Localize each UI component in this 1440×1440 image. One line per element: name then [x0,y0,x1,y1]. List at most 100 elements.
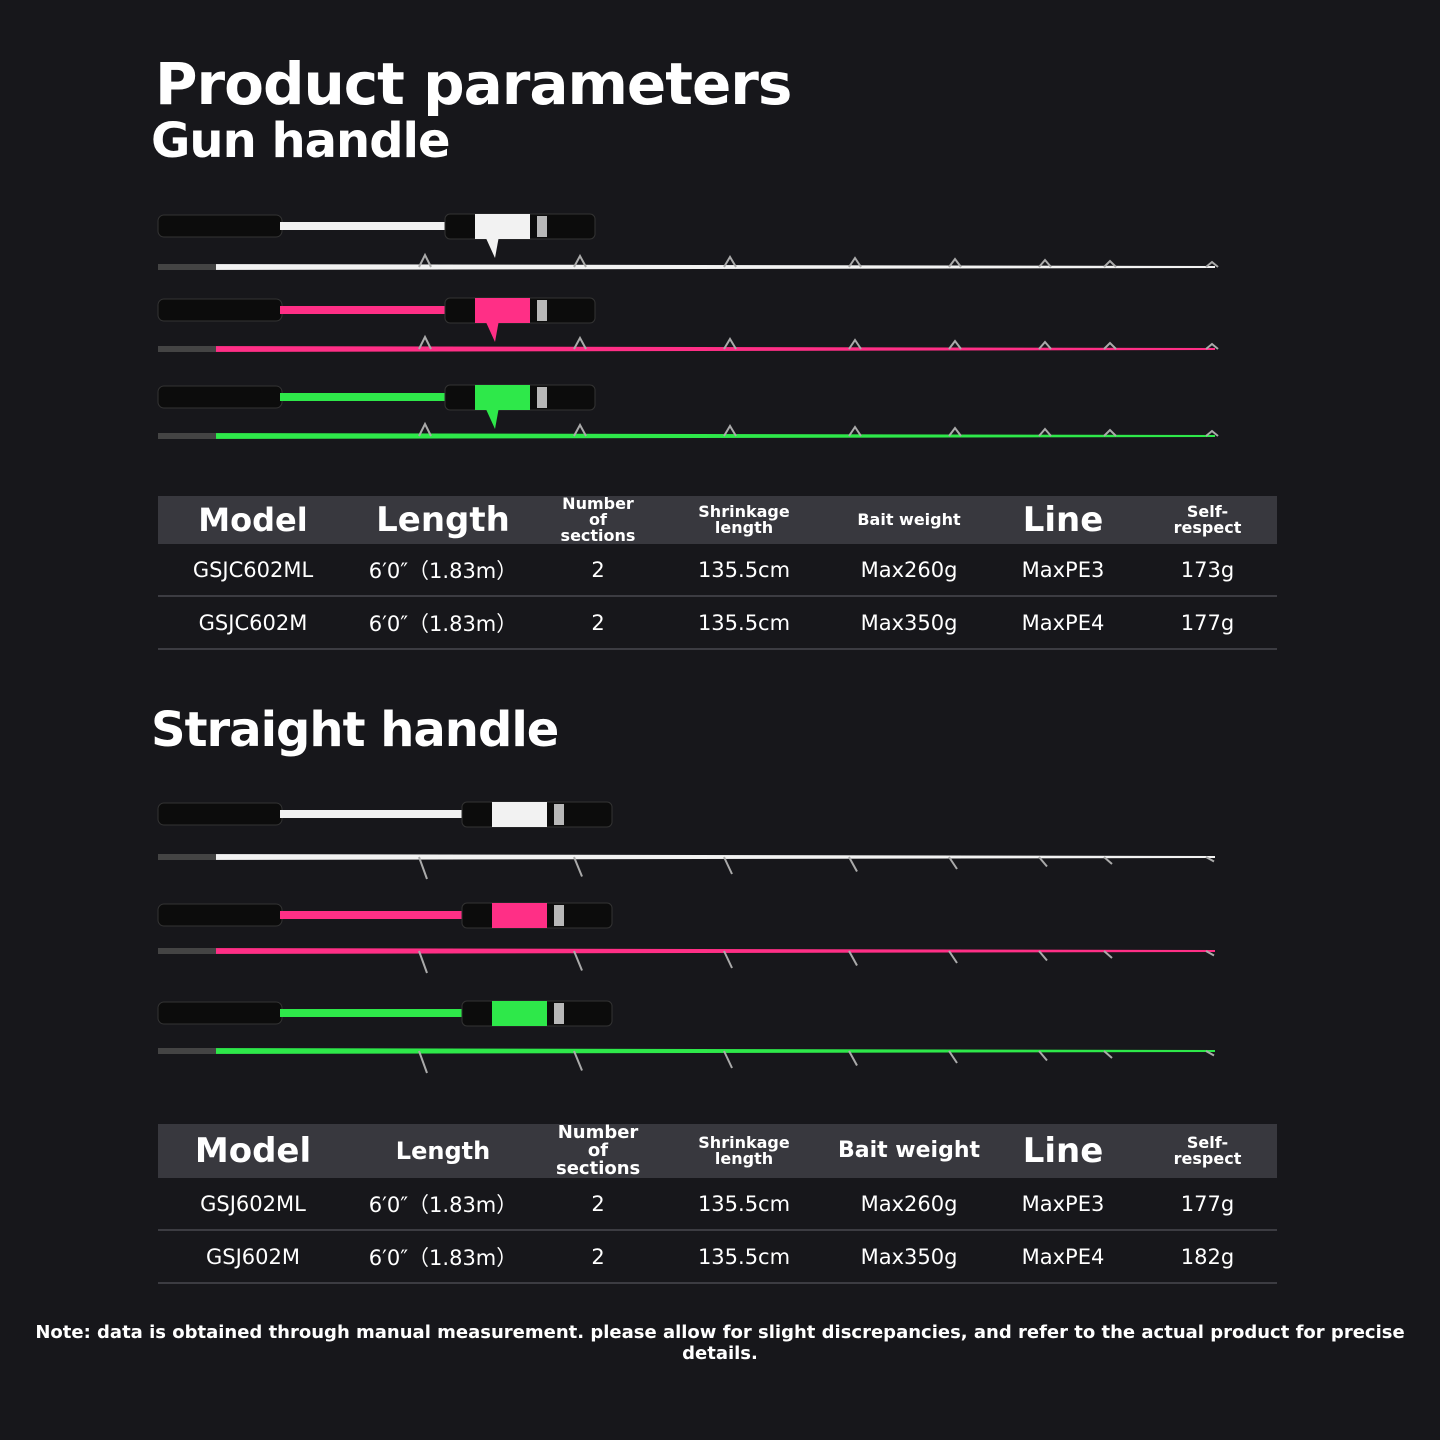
blank [160,433,1215,439]
table-cell: 135.5cm [658,544,830,597]
guide [948,339,962,350]
table-cell: Max350g [830,596,988,650]
handle-blank [280,911,470,919]
table-cell: 2 [538,544,658,597]
handle-blank [280,393,470,401]
guide [573,856,583,877]
rod [157,902,1215,974]
reel-seat [492,1001,547,1026]
blank [160,264,1215,270]
guide [1205,429,1219,437]
table-cell: 2 [538,1230,658,1284]
table-cell: 2 [538,596,658,650]
guide [573,253,587,268]
butt [158,1048,216,1054]
table-cell: Max350g [830,1230,988,1284]
guide [1038,1050,1048,1062]
rod [157,297,1219,352]
guide [848,256,862,268]
table-cell: 2 [538,1178,658,1231]
reel-seat [492,802,547,827]
guide [1038,950,1048,962]
rear-grip [157,214,283,238]
guide [1038,258,1052,268]
guide [573,1050,583,1071]
guide [573,422,587,437]
blank [160,854,1215,860]
trigger [485,320,499,342]
section-title: Straight handle [151,702,559,758]
column-header: Line [988,496,1138,544]
column-header: Model [158,1124,348,1178]
table-cell: Max260g [830,1178,988,1231]
blank [160,346,1215,352]
guide [1205,1050,1215,1057]
guide [1038,856,1048,868]
column-header: Shrinkage length [658,1124,830,1178]
guide [1103,341,1117,350]
ring [554,905,564,926]
guide [948,257,962,268]
table-cell: 135.5cm [658,1178,830,1231]
butt [158,264,216,270]
table-cell: MaxPE3 [988,1178,1138,1231]
spec-table: Model Length Number of sections Shrinkage l… [158,496,1277,650]
guide [1038,340,1052,350]
guide [848,856,858,872]
rod-illustration [157,213,1219,439]
handle-blank [280,306,470,314]
table-row: GSJ602M 6′0″（1.83m） 2 135.5cm Max350g MaxPE4 1… [158,1230,1277,1284]
table-cell: MaxPE4 [988,1230,1138,1284]
guide [1103,950,1113,959]
guide [948,1050,958,1064]
rear-grip [157,903,283,927]
guide [723,337,737,350]
guide [418,421,432,437]
guide [723,856,733,875]
reel-seat [475,385,530,410]
ring [537,300,547,321]
guide [1103,428,1117,437]
guide [848,1050,858,1066]
column-header: Self-respect [1138,496,1277,544]
guide [418,856,428,880]
column-header: Self-respect [1138,1124,1277,1178]
table-cell: 135.5cm [658,596,830,650]
rod [157,1000,1215,1074]
handle-blank [280,1009,470,1017]
butt [158,948,216,954]
guide [948,950,958,964]
rear-grip [157,802,283,826]
column-header: Model [158,496,348,544]
guide [723,424,737,437]
section-title: Gun handle [151,113,451,169]
guide [948,856,958,870]
column-header: Bait weight [830,1124,988,1178]
guide [723,1050,733,1069]
guide [418,950,428,974]
reel-seat [475,214,530,239]
column-header: Bait weight [830,496,988,544]
guide [1103,1050,1113,1059]
table-cell: 173g [1138,544,1277,597]
table-row: GSJC602ML 6′0″（1.83m） 2 135.5cm Max260g MaxPE… [158,544,1277,597]
table-cell: 182g [1138,1230,1277,1284]
table-cell: 135.5cm [658,1230,830,1284]
page-title: Product parameters [155,50,792,118]
reel-seat [475,298,530,323]
reel-seat [492,903,547,928]
trigger [485,236,499,258]
guide [1205,856,1215,863]
guide [848,425,862,437]
rod [157,801,1215,880]
note: Note: data is obtained through manual me… [35,1322,1405,1364]
table-cell: GSJ602ML [158,1178,348,1231]
ring [554,1003,564,1024]
table-cell: 6′0″（1.83m） [348,1230,538,1284]
ring [537,216,547,237]
handle-blank [280,222,470,230]
guide [573,335,587,350]
table-cell: 6′0″（1.83m） [348,544,538,597]
table-cell: 177g [1138,596,1277,650]
guide [1038,427,1052,437]
